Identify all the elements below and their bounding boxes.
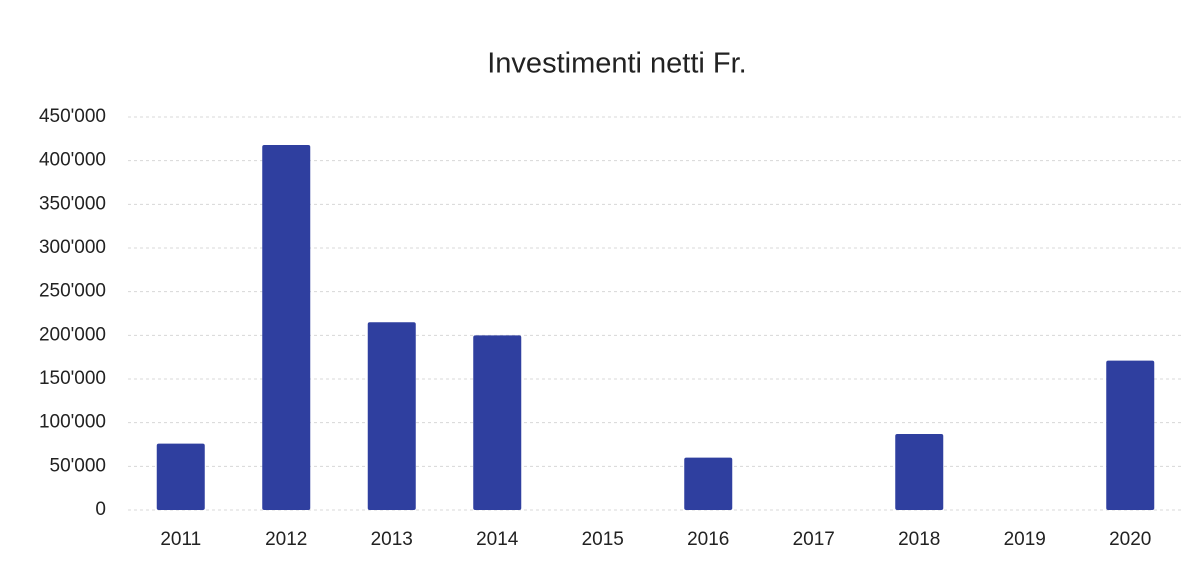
- bar: [1106, 360, 1155, 510]
- chart-title: Investimenti netti Fr.: [487, 48, 747, 80]
- y-tick-label: 450'000: [39, 106, 106, 127]
- x-tick-label: 2011: [160, 529, 201, 550]
- x-tick-label: 2013: [371, 529, 413, 550]
- y-tick-label: 200'000: [39, 324, 106, 345]
- y-tick-label: 300'000: [39, 237, 106, 258]
- bar: [367, 322, 416, 510]
- y-tick-label: 250'000: [39, 281, 106, 302]
- y-tick-label: 400'000: [39, 150, 106, 171]
- x-tick-label: 2020: [1109, 529, 1151, 550]
- x-tick-label: 2016: [687, 529, 729, 550]
- y-tick-label: 100'000: [39, 412, 106, 433]
- y-tick-label: 150'000: [39, 368, 106, 389]
- bar: [684, 457, 733, 510]
- x-tick-label: 2018: [898, 529, 940, 550]
- bar: [156, 443, 205, 510]
- y-tick-label: 350'000: [39, 193, 106, 214]
- x-tick-label: 2017: [793, 529, 835, 550]
- bar: [262, 144, 311, 511]
- bar: [473, 335, 522, 510]
- y-tick-label: 0: [95, 499, 106, 520]
- x-tick-label: 2014: [476, 529, 519, 550]
- x-tick-label: 2012: [265, 529, 307, 550]
- y-tick-label: 50'000: [50, 455, 106, 476]
- x-tick-label: 2015: [582, 529, 624, 550]
- x-tick-label: 2019: [1004, 529, 1046, 550]
- bar: [895, 434, 944, 510]
